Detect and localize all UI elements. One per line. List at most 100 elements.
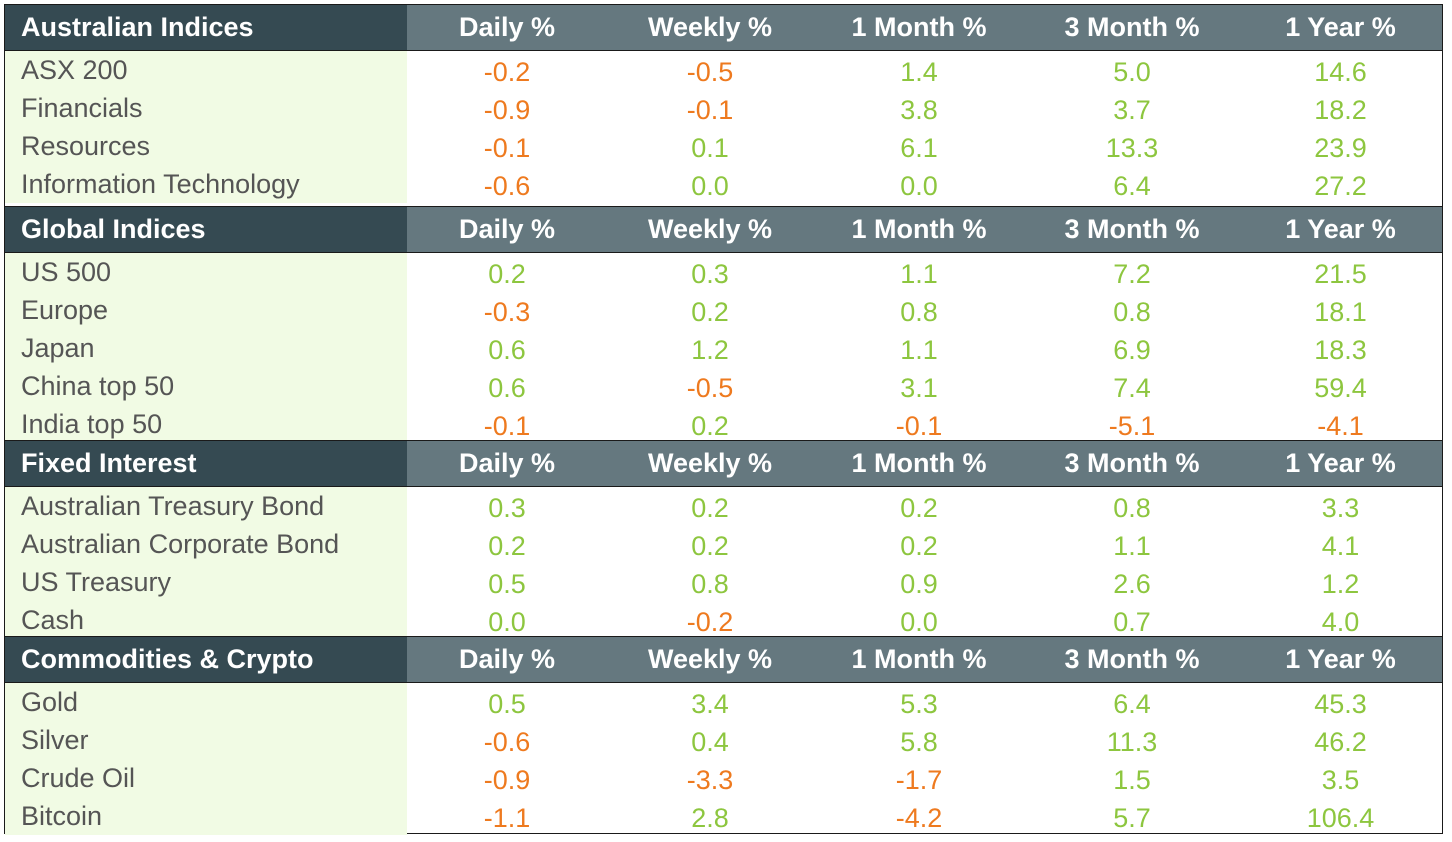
value-cell: 0.4	[691, 726, 729, 757]
value-cell: 0.3	[488, 492, 526, 523]
value-cell: -0.3	[483, 296, 531, 327]
value-cell: 5.7	[1113, 802, 1151, 833]
value-cell: 0.5	[488, 568, 526, 599]
column-header: 1 Year %	[1285, 448, 1396, 478]
value-cell: -0.5	[686, 372, 734, 403]
value-cell: 0.0	[900, 170, 938, 201]
value-cell: -4.1	[1317, 410, 1364, 441]
value-cell: 2.6	[1113, 568, 1151, 599]
row-label: Cash	[5, 601, 407, 639]
section-header: Commodities & Crypto Daily % Weekly % 1 Mon…	[5, 637, 1442, 683]
value-cell: -0.9	[483, 764, 531, 795]
column-header: Daily %	[458, 214, 556, 244]
row-label: Australian Treasury Bond	[5, 487, 407, 525]
column-header: Weekly %	[647, 12, 773, 42]
value-cell: -0.6	[483, 170, 531, 201]
column-header: 3 Month %	[1064, 214, 1200, 244]
value-cell: 3.3	[1321, 492, 1360, 523]
value-cell: 0.0	[691, 170, 729, 201]
column-header: 3 Month %	[1064, 644, 1200, 674]
value-cell: 6.4	[1113, 170, 1151, 201]
value-cell: -0.1	[686, 94, 734, 125]
value-cell: 0.2	[691, 492, 729, 523]
value-cell: 21.5	[1314, 258, 1367, 289]
section-title: Fixed Interest	[5, 441, 407, 486]
value-cell: 0.6	[488, 372, 526, 403]
value-cell: 2.8	[691, 802, 729, 833]
value-cell: 0.2	[900, 530, 938, 561]
column-header: 1 Month %	[851, 448, 987, 478]
value-cell: 6.1	[900, 132, 938, 163]
row-label: India top 50	[5, 405, 407, 443]
value-cell: -0.5	[686, 56, 734, 87]
column-header: Weekly %	[647, 448, 773, 478]
section-australian-indices: Australian Indices Daily % Weekly % 1 Month…	[5, 5, 1442, 203]
value-cell: 13.3	[1105, 132, 1159, 163]
value-cell: 3.5	[1321, 764, 1360, 795]
value-cell: -0.2	[483, 56, 531, 87]
value-cell: -5.1	[1108, 410, 1156, 441]
value-cell: 23.9	[1314, 132, 1367, 163]
value-cell: 0.2	[900, 492, 938, 523]
value-cell: -0.1	[483, 410, 531, 441]
table-row: Australian Corporate Bond 0.2 0.2 0.2 1.1 4.1	[5, 525, 1442, 563]
table-row: Australian Treasury Bond 0.3 0.2 0.2 0.8 3.3	[5, 487, 1442, 525]
table-row: China top 50 0.6 -0.5 3.1 7.4 59.4	[5, 367, 1442, 405]
row-label: Australian Corporate Bond	[5, 525, 407, 563]
section-header: Australian Indices Daily % Weekly % 1 Month…	[5, 5, 1442, 51]
value-cell: -1.7	[895, 764, 943, 795]
row-label: Gold	[5, 683, 407, 721]
value-cell: 0.7	[1113, 606, 1151, 637]
value-cell: 0.1	[691, 132, 729, 163]
value-cell: 5.0	[1113, 56, 1151, 87]
row-label: ASX 200	[5, 51, 407, 89]
value-cell: 46.2	[1314, 726, 1367, 757]
column-header: 3 Month %	[1064, 12, 1200, 42]
row-label: Japan	[5, 329, 407, 367]
row-label: US Treasury	[5, 563, 407, 601]
column-header: Daily %	[458, 644, 556, 674]
value-cell: 59.4	[1314, 372, 1367, 403]
column-header: 1 Month %	[851, 214, 987, 244]
value-cell: 0.6	[488, 334, 526, 365]
column-header: Daily %	[458, 448, 556, 478]
section-commodities-crypto: Commodities & Crypto Daily % Weekly % 1 Mon…	[5, 636, 1442, 835]
value-cell: 1.1	[900, 258, 938, 289]
table-row: Information Technology -0.6 0.0 0.0 6.4 27.2	[5, 165, 1442, 203]
value-cell: 1.2	[691, 334, 729, 365]
value-cell: 1.4	[900, 56, 938, 87]
value-cell: 7.2	[1113, 258, 1151, 289]
column-header: Weekly %	[647, 214, 773, 244]
section-title: Commodities & Crypto	[5, 637, 407, 682]
value-cell: 3.4	[691, 688, 729, 719]
market-performance-table: Australian Indices Daily % Weekly % 1 Month…	[4, 4, 1443, 835]
value-cell: 0.2	[488, 258, 526, 289]
value-cell: 18.1	[1314, 296, 1367, 327]
section-fixed-interest: Fixed Interest Daily % Weekly % 1 Month % 3 …	[5, 440, 1442, 639]
row-label: Resources	[5, 127, 407, 165]
value-cell: 18.2	[1314, 94, 1367, 125]
row-label: Silver	[5, 721, 407, 759]
value-cell: 11.3	[1106, 726, 1158, 757]
value-cell: -4.2	[895, 802, 943, 833]
row-label: Europe	[5, 291, 407, 329]
table-row: Cash 0.0 -0.2 0.0 0.7 4.0	[5, 601, 1442, 639]
table-row: Silver -0.6 0.4 5.8 11.3 46.2	[5, 721, 1442, 759]
column-header: 1 Month %	[851, 644, 987, 674]
value-cell: 0.0	[900, 606, 938, 637]
table-row: Resources -0.1 0.1 6.1 13.3 23.9	[5, 127, 1442, 165]
value-cell: 4.0	[1321, 606, 1360, 637]
value-cell: 106.4	[1306, 802, 1375, 833]
section-title: Global Indices	[5, 207, 407, 252]
value-cell: 0.8	[691, 568, 729, 599]
row-label: Financials	[5, 89, 407, 127]
row-label: Crude Oil	[5, 759, 407, 797]
value-cell: -3.3	[686, 764, 734, 795]
value-cell: 0.8	[1113, 296, 1151, 327]
value-cell: 1.1	[1113, 530, 1151, 561]
value-cell: 0.0	[488, 606, 526, 637]
table-row: Europe -0.3 0.2 0.8 0.8 18.1	[5, 291, 1442, 329]
column-header: 1 Month %	[851, 12, 987, 42]
value-cell: 0.8	[900, 296, 938, 327]
column-header: Daily %	[458, 12, 556, 42]
